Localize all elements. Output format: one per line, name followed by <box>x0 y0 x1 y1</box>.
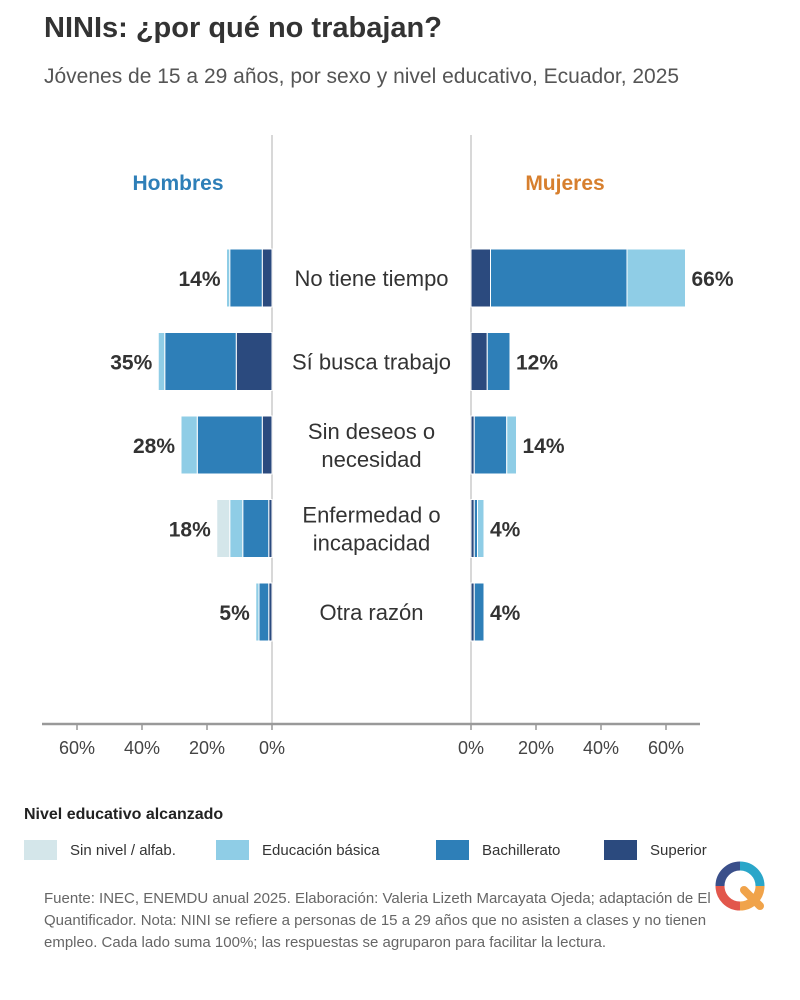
legend-swatch <box>216 840 249 860</box>
category-label: incapacidad <box>313 531 430 556</box>
total-label-mujeres: 4% <box>490 519 521 542</box>
category-label: Sin deseos o <box>308 419 435 444</box>
x-tick-label-hombres: 40% <box>124 738 160 758</box>
bar-hombres-educacion-basica <box>255 582 260 642</box>
bar-mujeres-educacion-basica <box>626 248 686 308</box>
bar-hombres-bachillerato <box>164 332 237 391</box>
total-label-mujeres: 12% <box>516 352 558 375</box>
legend-item: Educación básica <box>216 840 380 860</box>
bar-hombres-superior <box>261 248 273 308</box>
bar-mujeres-educacion-basica <box>477 499 485 558</box>
panel-label-hombres: Hombres <box>132 172 223 195</box>
x-tick-label-mujeres: 40% <box>583 738 619 758</box>
x-tick-label-mujeres: 60% <box>648 738 684 758</box>
legend-title: Nivel educativo alcanzado <box>24 806 224 823</box>
total-label-hombres: 5% <box>219 602 250 625</box>
category-label: No tiene tiempo <box>294 266 448 291</box>
bar-hombres-bachillerato <box>196 415 263 475</box>
bar-hombres-educacion-basica <box>226 248 231 308</box>
diverging-bar-chart: Hombres Mujeres 14% 66% No tiene tiempo 35% 12… <box>42 135 734 758</box>
x-tick-label-hombres: 0% <box>259 738 285 758</box>
bar-hombres-bachillerato <box>229 248 263 308</box>
bar-hombres-educacion-basica <box>229 499 244 558</box>
bar-mujeres-bachillerato <box>490 248 628 308</box>
bar-hombres-bachillerato <box>258 582 270 642</box>
chart-title: NINIs: ¿por qué no trabajan? <box>44 12 442 44</box>
legend-swatch <box>604 840 637 860</box>
category-label: Enfermedad o <box>302 503 440 528</box>
x-tick-label-hombres: 60% <box>59 738 95 758</box>
legend-swatch <box>436 840 469 860</box>
bar-hombres-bachillerato <box>242 499 270 558</box>
total-label-hombres: 18% <box>169 519 211 542</box>
bar-mujeres-bachillerato <box>486 332 511 391</box>
bar-hombres-superior <box>235 332 273 391</box>
legend-label: Superior <box>650 841 707 859</box>
x-tick-label-hombres: 20% <box>189 738 225 758</box>
total-label-hombres: 35% <box>110 352 152 375</box>
panel-label-mujeres: Mujeres <box>525 172 604 195</box>
legend-item: Superior <box>604 840 707 860</box>
bar-hombres-educacion-basica <box>157 332 166 391</box>
legend-label: Educación básica <box>262 841 380 859</box>
bar-hombres-educacion-basica <box>180 415 198 475</box>
total-label-hombres: 28% <box>133 435 175 458</box>
category-label: necesidad <box>321 447 421 472</box>
x-tick-label-mujeres: 0% <box>458 738 484 758</box>
el-quantificador-logo-icon <box>715 861 765 911</box>
legend-swatch <box>24 840 57 860</box>
x-tick-label-mujeres: 20% <box>518 738 554 758</box>
chart-subtitle: Jóvenes de 15 a 29 años, por sexo y nive… <box>44 65 680 88</box>
legend-label: Sin nivel / alfab. <box>70 841 176 859</box>
bar-hombres-sin-nivel-alfab <box>216 499 231 558</box>
legend: Sin nivel / alfab. Educación básica Bachil… <box>24 840 784 864</box>
category-label: Otra razón <box>320 600 424 625</box>
legend-item: Bachillerato <box>436 840 560 860</box>
bar-mujeres-superior <box>470 332 488 391</box>
category-label: Sí busca trabajo <box>292 350 451 375</box>
total-label-hombres: 14% <box>178 268 220 291</box>
bar-mujeres-educacion-basica <box>506 415 517 475</box>
bar-mujeres-bachillerato <box>473 582 485 642</box>
total-label-mujeres: 4% <box>490 602 521 625</box>
total-label-mujeres: 66% <box>692 268 734 291</box>
bar-hombres-superior <box>261 415 273 475</box>
source-footnote: Fuente: INEC, ENEMDU anual 2025. Elabora… <box>44 890 711 951</box>
bar-mujeres-bachillerato <box>473 415 508 475</box>
total-label-mujeres: 14% <box>523 435 565 458</box>
legend-label: Bachillerato <box>482 841 561 859</box>
bar-mujeres-superior <box>470 248 491 308</box>
legend-item: Sin nivel / alfab. <box>24 840 176 860</box>
